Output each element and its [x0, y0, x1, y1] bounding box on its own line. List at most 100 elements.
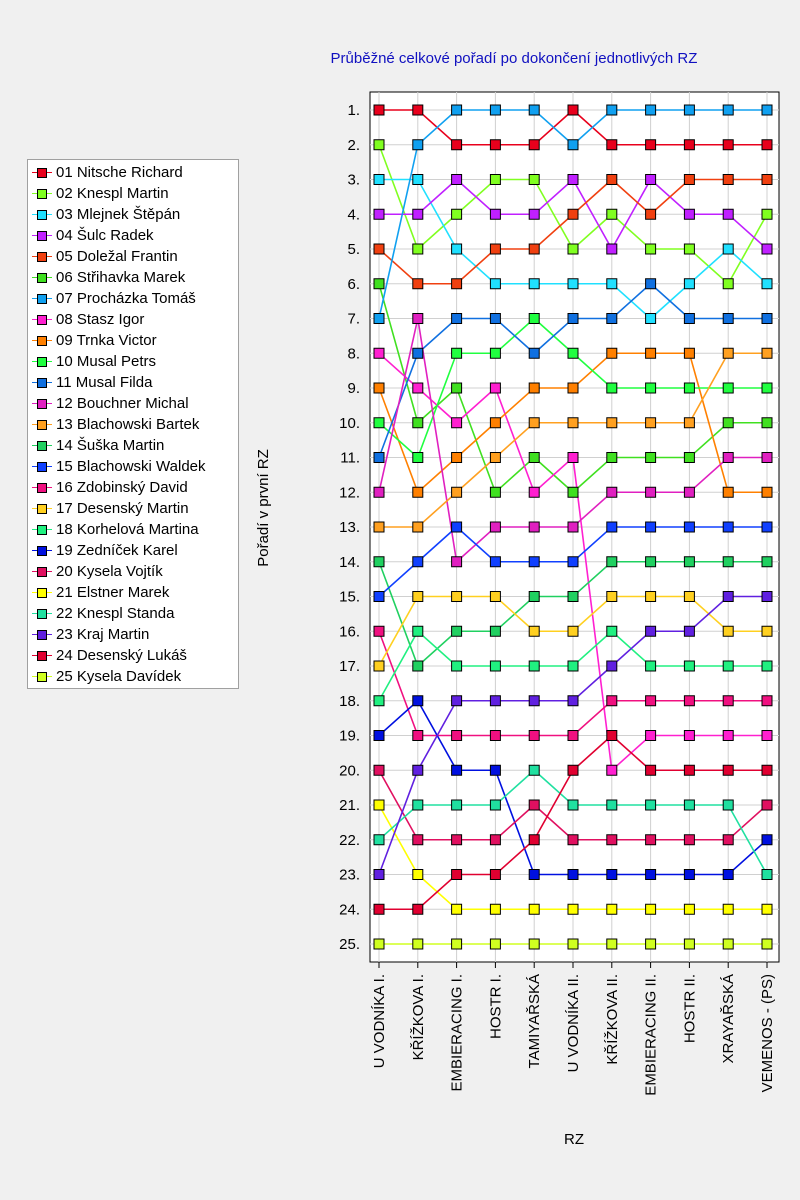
legend-item: 25 Kysela Davídek	[28, 666, 238, 687]
legend-item: 17 Desenský Martin	[28, 498, 238, 519]
legend-item: 16 Zdobinský David	[28, 477, 238, 498]
data-point	[412, 313, 424, 324]
data-point	[645, 452, 657, 463]
data-point	[528, 208, 540, 220]
data-point	[373, 938, 385, 950]
y-axis-label: Pořadí v první RZ	[255, 449, 272, 567]
data-point	[412, 799, 424, 811]
data-point	[451, 208, 463, 220]
data-point	[761, 591, 773, 602]
legend-marker	[37, 252, 47, 262]
data-point	[412, 486, 424, 498]
data-point	[373, 834, 385, 846]
x-tick-labels: U VODNÍKA I. KŘÍŽKOVA I. EMBIERACING I. HOS…	[371, 974, 776, 1096]
data-point	[528, 139, 540, 151]
legend-marker	[37, 630, 47, 640]
data-point	[489, 903, 501, 915]
data-point	[761, 869, 773, 880]
data-point	[528, 869, 540, 880]
data-point	[645, 486, 657, 498]
legend-item: 01 Nitsche Richard	[28, 162, 238, 183]
legend-marker	[37, 651, 47, 661]
data-point	[489, 452, 501, 463]
data-point	[722, 903, 734, 915]
data-point	[606, 243, 618, 255]
x-tick-label: HOSTR I.	[487, 974, 504, 1039]
data-point	[683, 382, 695, 394]
data-point	[645, 104, 657, 116]
legend-item: 19 Zedníček Karel	[28, 540, 238, 561]
data-point	[722, 556, 734, 568]
data-point	[606, 834, 618, 846]
data-point	[606, 382, 618, 394]
x-tick-label: KŘÍŽKOVA I.	[410, 974, 427, 1060]
legend-marker	[37, 210, 47, 220]
y-tick-label: 24.	[339, 901, 360, 918]
legend-label: 05 Doležal Frantin	[56, 248, 178, 265]
y-tick-label: 19.	[339, 728, 360, 745]
legend-item: 22 Knespl Standa	[28, 603, 238, 624]
data-point	[722, 625, 734, 637]
data-point	[722, 243, 734, 255]
data-point	[451, 938, 463, 950]
data-point	[489, 938, 501, 950]
legend-item: 12 Bouchner Michal	[28, 393, 238, 414]
data-point	[528, 903, 540, 915]
legend-marker	[37, 399, 47, 409]
data-point	[489, 730, 501, 741]
data-point	[683, 521, 695, 533]
data-point	[761, 278, 773, 290]
data-point	[606, 174, 618, 185]
data-point	[567, 313, 579, 324]
data-point	[761, 903, 773, 915]
data-point	[412, 174, 424, 185]
data-point	[761, 799, 773, 811]
x-tick-label: TAMIYAŘSKÁ	[526, 974, 543, 1068]
legend-item: 08 Stasz Igor	[28, 309, 238, 330]
data-point	[722, 452, 734, 463]
data-point	[451, 556, 463, 568]
x-tick-label: EMBIERACING II.	[643, 974, 660, 1096]
legend-item: 20 Kysela Vojtík	[28, 561, 238, 582]
y-tick-label: 15.	[339, 589, 360, 606]
legend-label: 23 Kraj Martin	[56, 626, 150, 643]
legend-label: 22 Knespl Standa	[56, 605, 175, 622]
data-point	[451, 764, 463, 776]
data-point	[412, 869, 424, 880]
data-point	[645, 347, 657, 359]
data-point	[412, 695, 424, 707]
data-point	[683, 556, 695, 568]
legend-marker	[37, 357, 47, 367]
y-tick-label: 25.	[339, 936, 360, 953]
data-point	[761, 695, 773, 707]
legend-label: 19 Zedníček Karel	[56, 542, 178, 559]
data-point	[373, 695, 385, 707]
data-point	[451, 243, 463, 255]
data-point	[606, 556, 618, 568]
data-point	[567, 730, 579, 741]
data-point	[645, 417, 657, 429]
data-point	[451, 695, 463, 707]
legend-item: 18 Korhelová Martina	[28, 519, 238, 540]
data-point	[567, 104, 579, 116]
data-point	[567, 903, 579, 915]
data-point	[489, 208, 501, 220]
legend-label: 09 Trnka Victor	[56, 332, 157, 349]
data-point	[489, 243, 501, 255]
data-point	[528, 452, 540, 463]
data-point	[645, 174, 657, 185]
data-point	[489, 764, 501, 776]
data-point	[606, 625, 618, 637]
data-point	[373, 591, 385, 602]
data-point	[761, 486, 773, 498]
legend-label: 04 Šulc Radek	[56, 227, 154, 244]
data-point	[567, 347, 579, 359]
data-point	[683, 139, 695, 151]
data-point	[567, 799, 579, 811]
data-point	[451, 104, 463, 116]
data-point	[528, 313, 540, 324]
data-point	[412, 521, 424, 533]
data-point	[373, 278, 385, 290]
legend-label: 03 Mlejnek Štěpán	[56, 206, 181, 223]
